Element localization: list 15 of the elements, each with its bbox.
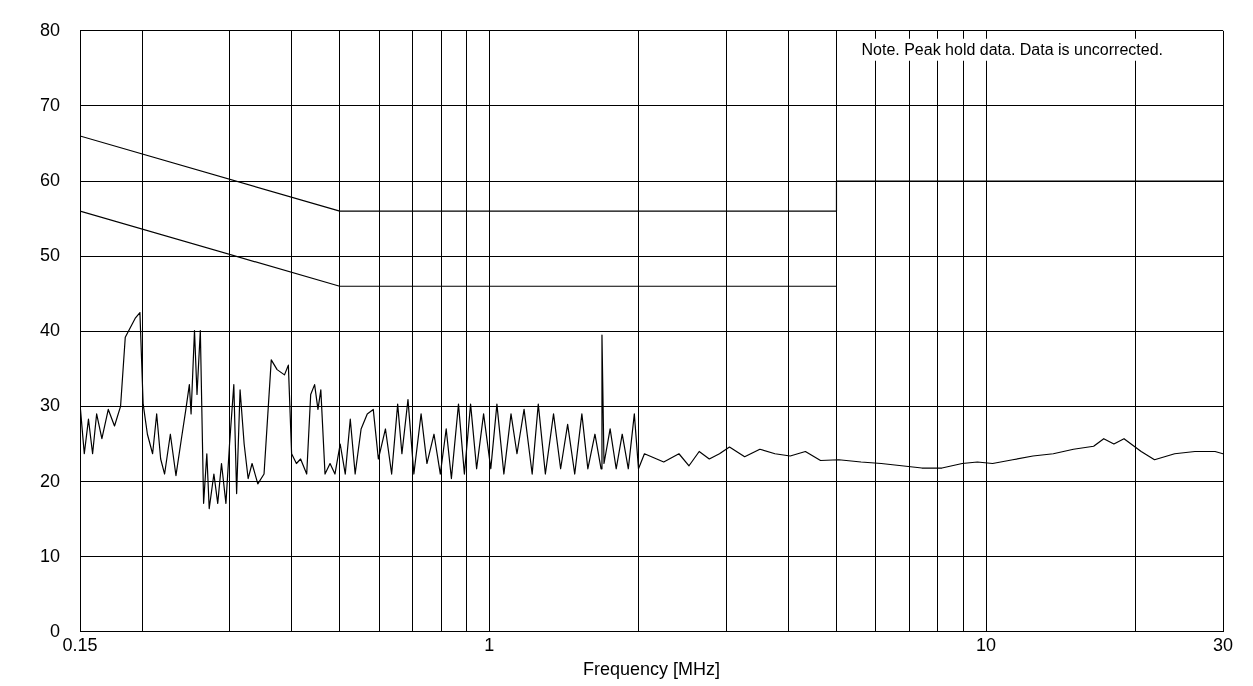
x-tick-label: 30: [1212, 634, 1234, 655]
x-tick-label: 10: [975, 634, 997, 655]
x-tick-label: 0.15: [62, 634, 98, 655]
y-tick-label: 50: [39, 245, 61, 266]
y-tick-label: 20: [39, 470, 61, 491]
x-tick-label: 1: [484, 634, 495, 655]
y-tick-label: 0: [50, 620, 61, 641]
x-axis-title: Frequency [MHz]: [582, 659, 721, 680]
y-tick-label: 60: [39, 170, 61, 191]
y-tick-label: 10: [39, 545, 61, 566]
y-tick-label: 40: [39, 320, 61, 341]
y-tick-label: 80: [39, 19, 61, 40]
y-tick-label: 30: [39, 395, 61, 416]
annotation: Note. Peak hold data. Data is uncorrected.: [861, 41, 1163, 59]
y-tick-label: 70: [39, 94, 61, 115]
